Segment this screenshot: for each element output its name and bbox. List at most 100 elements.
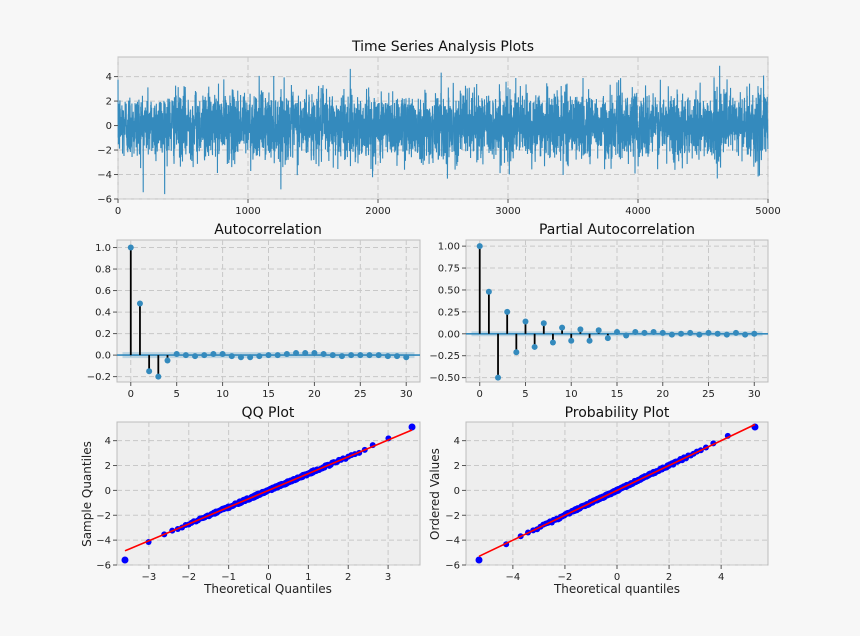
ts-y-tick-label: 2 [106,97,112,108]
qq-x-tick-label: 2 [345,572,351,583]
pacf-stem-marker [678,330,685,337]
prob-y-tick-label: 0 [454,486,460,497]
acf-x-tick-label: 0 [128,389,134,400]
qq-panel: −3 −2 −1 0 1 2 3 −6 −4 −2 0 2 4 QQ Plot Theoretical… [80,405,421,596]
acf-stem-marker [320,351,327,358]
acf-stem-marker [247,354,254,361]
acf-stem-marker [136,300,143,307]
qq-y-tick-label: −6 [96,561,111,572]
pacf-title: Partial Autocorrelation [539,222,695,238]
acf-stem-marker [293,349,300,356]
acf-stem-marker [394,353,401,360]
prob-y-tick-label: −6 [445,561,460,572]
acf-title: Autocorrelation [214,222,322,238]
prob-y-label: Ordered Values [428,448,442,540]
prob-x-label: Theoretical quantiles [553,582,680,596]
pacf-stem-marker [522,318,529,325]
acf-stem-marker [127,244,134,251]
acf-stem-marker [182,352,189,359]
ts-title: Time Series Analysis Plots [351,39,534,55]
ts-y-tick-label: 4 [106,72,112,83]
acf-stem-marker [357,352,364,359]
acf-stem-marker [302,349,309,356]
acf-stem-marker [265,352,272,359]
qq-x-tick-label: −2 [181,572,196,583]
acf-stem-marker [366,352,373,359]
acf-panel: 0 5 10 15 20 25 30 −0.2 0.0 0.2 0.4 0.6 0.8 1.0 Auto… [87,222,421,400]
pacf-x-tick-label: 0 [477,389,483,400]
prob-x-tick-label: 2 [666,572,672,583]
acf-stem-marker [384,353,391,360]
prob-y-tick-label: −2 [445,511,460,522]
ts-y-ticks: −6 −4 −2 0 2 4 [97,72,118,206]
prob-panel: −4 −2 0 2 4 −6 −4 −2 0 2 4 Probability Plot Theor… [428,405,769,596]
qq-extreme-point [408,423,416,431]
pacf-stems [476,243,758,381]
acf-stem-marker [192,353,199,360]
acf-stems [127,244,410,380]
pacf-stem-marker [614,329,620,336]
qq-fit-line [124,429,413,552]
acf-y-ticks: −0.2 0.0 0.2 0.4 0.6 0.8 1.0 [87,243,117,383]
pacf-stem-marker [513,349,520,356]
acf-stem-marker [219,351,226,358]
acf-stem-marker [311,349,318,356]
acf-stem-marker [256,353,263,360]
pacf-stem-marker [723,331,730,338]
qq-x-tick-label: −1 [221,572,236,583]
acf-stem-marker [338,353,345,360]
qq-extreme-point [121,556,129,564]
pacf-stem-marker [705,329,712,336]
pacf-stem-marker [687,329,694,336]
pacf-stem-marker [696,331,703,338]
prob-x-tick-label: 0 [614,572,620,583]
ts-x-tick-label: 2000 [365,206,390,217]
acf-x-tick-label: 25 [354,389,367,400]
ts-x-tick-label: 5000 [755,206,780,217]
prob-x-tick-label: 4 [718,572,724,583]
pacf-y-tick-label: 0.50 [438,285,460,296]
acf-stem-marker [210,351,217,358]
prob-title: Probability Plot [565,405,670,421]
pacf-x-tick-label: 30 [748,389,761,400]
acf-stem-marker [274,352,281,359]
prob-x-tick-label: −2 [558,572,573,583]
pacf-stem-marker [632,329,639,336]
prob-extreme-point [475,556,483,564]
pacf-x-tick-label: 25 [702,389,715,400]
pacf-stem-marker [732,329,739,336]
pacf-stem-marker [659,329,666,336]
acf-y-tick-label: 0.8 [95,265,111,276]
acf-y-tick-label: 0.6 [95,286,111,297]
acf-stem-marker [228,353,235,360]
acf-stem-marker [348,352,355,359]
pacf-stem-marker [668,331,675,338]
ts-x-tick-label: 1000 [235,206,260,217]
pacf-stem-marker [531,343,538,350]
ts-x-ticks: 0 1000 2000 3000 4000 5000 [115,199,781,217]
pacf-x-tick-label: 10 [565,389,578,400]
pacf-stem-marker [595,327,602,334]
qq-y-tick-label: 4 [105,436,111,447]
qq-x-tick-label: 0 [265,572,271,583]
qq-y-tick-label: 2 [105,461,111,472]
prob-x-tick-label: −4 [505,572,520,583]
prob-y-tick-label: 4 [454,436,460,447]
pacf-y-ticks: −0.50 −0.25 0.00 0.25 0.50 0.75 1.00 [429,242,466,384]
acf-x-tick-label: 10 [216,389,229,400]
qq-y-label: Sample Quantiles [80,441,94,547]
acf-stem-marker [201,352,208,359]
acf-stem-marker [237,354,244,361]
acf-stem-marker [375,352,382,359]
pacf-stem-marker [650,329,657,336]
pacf-stem-marker [641,329,648,336]
pacf-y-tick-label: 0.25 [438,307,460,318]
acf-x-tick-label: 15 [262,389,275,400]
pacf-stem-marker [504,308,511,315]
acf-plot-area [116,239,421,383]
pacf-y-tick-label: 1.00 [438,242,460,253]
ts-y-tick-label: −4 [97,170,112,181]
pacf-stem-marker [476,243,483,250]
acf-stem-marker [403,354,410,361]
